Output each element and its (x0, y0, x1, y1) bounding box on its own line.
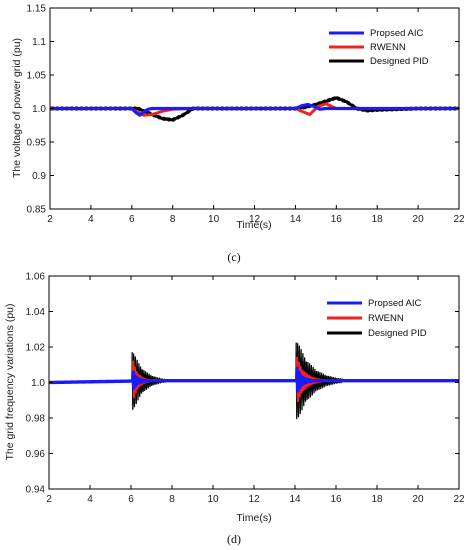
frequency-y-tick-label: 1.02 (26, 343, 46, 354)
frequency-series-lines (47, 342, 461, 420)
voltage-x-tick-label: 6 (129, 214, 135, 225)
voltage-y-tick-label: 1.15 (27, 4, 47, 15)
voltage-legend: Propsed AIC RWENN Designed PID (329, 28, 429, 67)
caption-d: (d) (227, 532, 241, 546)
frequency-x-tick-label: 2 (46, 494, 52, 505)
voltage-x-tick-label: 12 (249, 214, 261, 225)
frequency-series-line-propsed-aic (47, 366, 461, 393)
frequency-x-tick-label: 6 (128, 494, 134, 505)
voltage-x-tick-label: 10 (208, 214, 220, 225)
frequency-y-tick-label: 1.0 (31, 378, 45, 389)
voltage-legend-label-aic: Propsed AIC (370, 28, 423, 39)
voltage-y-tick-label: 1.05 (27, 71, 47, 82)
frequency-legend-label-pid: Designed PID (368, 328, 427, 339)
voltage-series-lines (49, 96, 461, 122)
frequency-x-tick-label: 16 (330, 494, 342, 505)
voltage-y-tick-label: 0.85 (27, 205, 47, 216)
voltage-y-axis-label: The voltage of power grid (pu) (11, 38, 23, 178)
frequency-y-axis-label: The grid frequency variations (pu) (4, 304, 16, 461)
frequency-y-tick-label: 0.98 (26, 414, 46, 425)
voltage-legend-label-rwenn: RWENN (370, 42, 406, 53)
voltage-series-line-propsed-aic (49, 102, 460, 117)
frequency-y-tick-label: 0.96 (26, 449, 46, 460)
voltage-x-tick-label: 4 (88, 214, 94, 225)
voltage-y-tick-label: 1.0 (32, 104, 46, 115)
frequency-x-tick-label: 20 (412, 494, 424, 505)
frequency-y-tick-label: 1.06 (26, 272, 46, 283)
voltage-x-tick-label: 20 (413, 214, 425, 225)
frequency-x-tick-label: 22 (453, 494, 465, 505)
frequency-legend: Propsed AIC RWENN Designed PID (327, 298, 427, 339)
frequency-x-tick-label: 12 (248, 494, 260, 505)
voltage-x-tick-label: 2 (47, 214, 53, 225)
voltage-axis-ticks: 2 4 6 8 10 12 14 16 18 20 22 0.85 0.9 0.95 1.0 1.05 1.1 1… (27, 4, 465, 226)
frequency-x-tick-label: 18 (371, 494, 383, 505)
voltage-y-tick-label: 1.1 (32, 37, 46, 48)
frequency-x-axis-label: Time(s) (236, 512, 271, 524)
voltage-x-tick-label: 22 (453, 214, 465, 225)
frequency-x-tick-label: 10 (207, 494, 219, 505)
voltage-chart-panel: 2 4 6 8 10 12 14 16 18 20 22 0.85 0.9 0.95 1.0 1.05 1.1 1… (11, 4, 465, 265)
frequency-y-tick-label: 1.04 (26, 307, 46, 318)
voltage-x-tick-label: 8 (170, 214, 176, 225)
caption-c: (c) (227, 250, 240, 264)
frequency-x-tick-label: 8 (169, 494, 175, 505)
frequency-legend-label-rwenn: RWENN (368, 313, 404, 324)
voltage-y-tick-label: 0.95 (27, 138, 47, 149)
frequency-y-tick-label: 0.94 (26, 485, 46, 496)
frequency-legend-label-aic: Propsed AIC (368, 298, 421, 309)
voltage-legend-label-pid: Designed PID (370, 56, 429, 67)
frequency-axis-ticks: 2 4 6 8 10 12 14 16 18 20 22 0.94 0.96 0.98 1.0 1.02 1.0… (26, 272, 465, 506)
frequency-chart-panel: 2 4 6 8 10 12 14 16 18 20 22 0.94 0.96 0.98 1.0 1.02 1.0… (4, 272, 465, 547)
frequency-x-tick-label: 14 (289, 494, 301, 505)
voltage-x-tick-label: 18 (372, 214, 384, 225)
voltage-x-tick-label: 14 (290, 214, 302, 225)
voltage-x-axis-label: Time(s) (236, 219, 271, 231)
frequency-x-tick-label: 4 (87, 494, 93, 505)
voltage-y-tick-label: 0.9 (32, 171, 46, 182)
voltage-x-tick-label: 16 (331, 214, 343, 225)
